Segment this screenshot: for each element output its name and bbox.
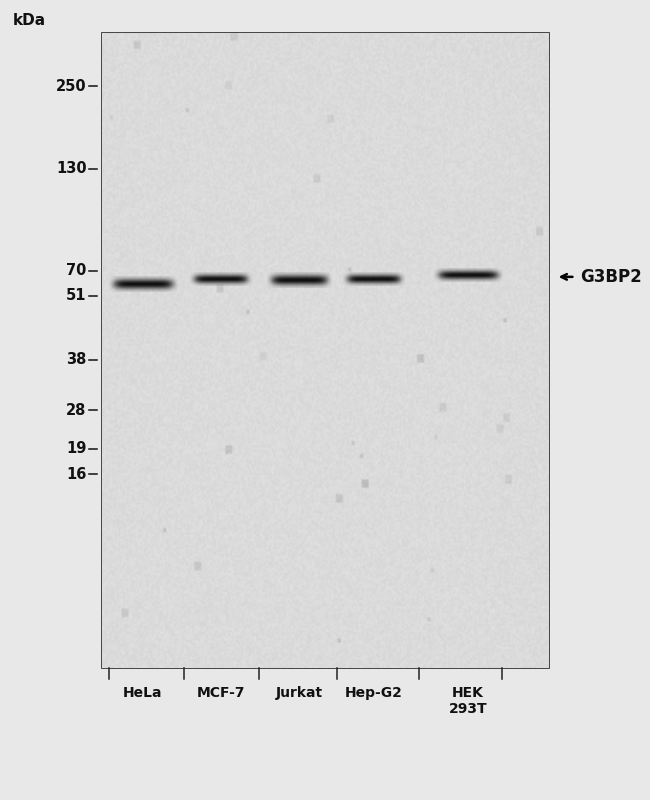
Text: Jurkat: Jurkat: [276, 686, 322, 699]
Text: 16: 16: [66, 466, 86, 482]
Text: 130: 130: [56, 162, 86, 176]
Text: 51: 51: [66, 289, 86, 303]
Text: 38: 38: [66, 352, 86, 367]
Text: HEK
293T: HEK 293T: [448, 686, 488, 716]
Text: 28: 28: [66, 403, 86, 418]
Text: G3BP2: G3BP2: [580, 268, 642, 286]
Text: 70: 70: [66, 263, 86, 278]
Text: HeLa: HeLa: [124, 686, 162, 699]
Text: kDa: kDa: [13, 13, 46, 28]
Text: MCF-7: MCF-7: [197, 686, 245, 699]
Text: 250: 250: [56, 78, 86, 94]
Text: 19: 19: [66, 441, 86, 456]
Text: Hep-G2: Hep-G2: [344, 686, 403, 699]
Bar: [101, 32, 549, 668]
